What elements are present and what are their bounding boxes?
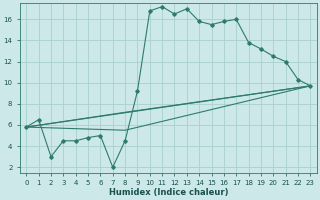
X-axis label: Humidex (Indice chaleur): Humidex (Indice chaleur): [108, 188, 228, 197]
